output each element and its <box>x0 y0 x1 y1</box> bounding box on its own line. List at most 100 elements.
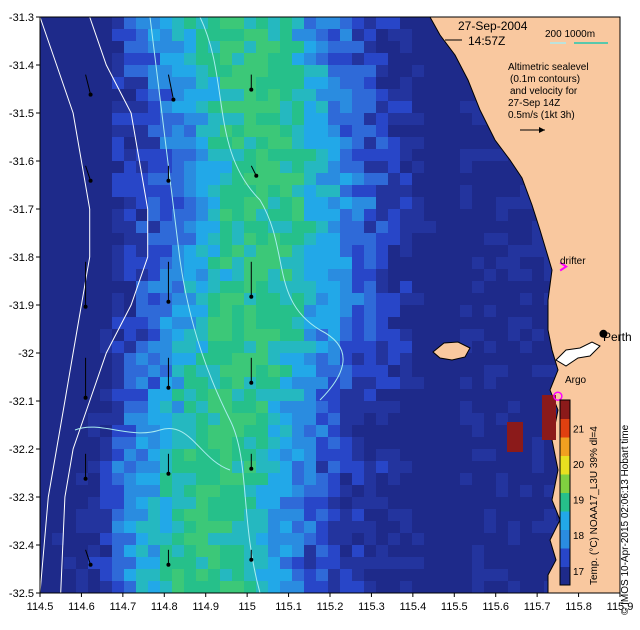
temperature-cell <box>124 353 136 365</box>
temperature-cell <box>352 77 364 89</box>
temperature-cell <box>388 305 400 317</box>
temperature-cell <box>160 53 172 65</box>
temperature-cell <box>112 413 124 425</box>
temperature-cell <box>376 41 388 53</box>
temperature-cell <box>244 281 256 293</box>
temperature-cell <box>76 377 88 389</box>
temperature-cell <box>40 173 52 185</box>
point-markers <box>553 261 608 401</box>
temperature-cell <box>472 485 484 497</box>
temperature-cell <box>424 425 436 437</box>
temperature-cell <box>88 449 100 461</box>
temperature-cell <box>316 257 328 269</box>
temperature-cell <box>64 17 76 29</box>
temperature-cell <box>88 497 100 509</box>
temperature-cell <box>184 221 196 233</box>
temperature-cell <box>184 269 196 281</box>
temperature-cell <box>208 521 220 533</box>
temperature-cell <box>136 293 148 305</box>
temperature-cell <box>460 257 472 269</box>
temperature-cell <box>316 425 328 437</box>
temperature-cell <box>364 473 376 485</box>
temperature-cell <box>172 125 184 137</box>
temperature-cell <box>100 149 112 161</box>
temperature-cell <box>148 509 160 521</box>
temperature-cell <box>484 509 496 521</box>
temperature-cell <box>352 449 364 461</box>
temperature-cell <box>196 305 208 317</box>
temperature-cell <box>52 221 64 233</box>
temperature-cell <box>256 377 268 389</box>
temperature-cell <box>256 113 268 125</box>
temperature-cell <box>388 17 400 29</box>
temperature-cell <box>328 89 340 101</box>
temperature-cell <box>436 149 448 161</box>
temperature-cell <box>88 137 100 149</box>
temperature-cell <box>520 209 532 221</box>
temperature-cell <box>352 461 364 473</box>
temperature-cell <box>400 125 412 137</box>
temperature-cell <box>436 89 448 101</box>
temperature-cell <box>136 137 148 149</box>
temperature-cell <box>400 401 412 413</box>
temperature-cell <box>232 137 244 149</box>
temperature-cell <box>412 353 424 365</box>
colorbar-swatch <box>560 418 570 438</box>
temperature-cell <box>304 581 316 593</box>
temperature-cell <box>160 437 172 449</box>
temperature-cell <box>268 89 280 101</box>
temperature-cell <box>328 65 340 77</box>
temperature-cell <box>268 185 280 197</box>
velocity-vector <box>85 549 93 567</box>
temperature-cell <box>364 437 376 449</box>
temperature-cell <box>340 461 352 473</box>
temperature-cell <box>376 377 388 389</box>
temperature-cell <box>268 161 280 173</box>
temperature-cell <box>400 569 412 581</box>
temperature-cell <box>292 65 304 77</box>
temperature-cell <box>304 497 316 509</box>
temperature-cell <box>172 389 184 401</box>
temperature-cell <box>184 329 196 341</box>
temperature-cell <box>232 89 244 101</box>
temperature-cell <box>460 233 472 245</box>
temperature-cell <box>244 173 256 185</box>
temperature-cell <box>52 29 64 41</box>
temperature-cell <box>412 425 424 437</box>
temperature-cell <box>388 209 400 221</box>
x-tick-label: 115.1 <box>275 601 302 613</box>
temperature-cell <box>196 101 208 113</box>
temperature-cell <box>508 317 520 329</box>
temperature-cell <box>40 533 52 545</box>
temperature-cell <box>40 569 52 581</box>
temperature-cell <box>64 329 76 341</box>
temperature-cell <box>304 413 316 425</box>
temperature-cell <box>208 401 220 413</box>
temperature-cell <box>340 257 352 269</box>
temperature-cell <box>172 161 184 173</box>
temperature-cell <box>232 293 244 305</box>
temperature-cell <box>244 245 256 257</box>
y-tick-label: -32.2 <box>9 444 34 456</box>
temperature-cell <box>304 173 316 185</box>
temperature-cell <box>364 317 376 329</box>
temperature-cell <box>472 509 484 521</box>
temperature-cell <box>232 233 244 245</box>
temperature-cell <box>424 389 436 401</box>
temperature-cell <box>268 65 280 77</box>
temperature-cell <box>376 305 388 317</box>
temperature-cell <box>352 209 364 221</box>
temperature-cell <box>184 53 196 65</box>
temperature-cell <box>184 437 196 449</box>
temperature-cell <box>400 209 412 221</box>
temperature-cell <box>472 365 484 377</box>
temperature-cell <box>100 449 112 461</box>
temperature-cell <box>388 197 400 209</box>
temperature-cell <box>436 533 448 545</box>
temperature-cell <box>52 449 64 461</box>
temperature-cell <box>112 113 124 125</box>
temperature-cell <box>112 185 124 197</box>
temperature-cell <box>124 521 136 533</box>
temperature-cell <box>412 545 424 557</box>
temperature-cell <box>64 473 76 485</box>
